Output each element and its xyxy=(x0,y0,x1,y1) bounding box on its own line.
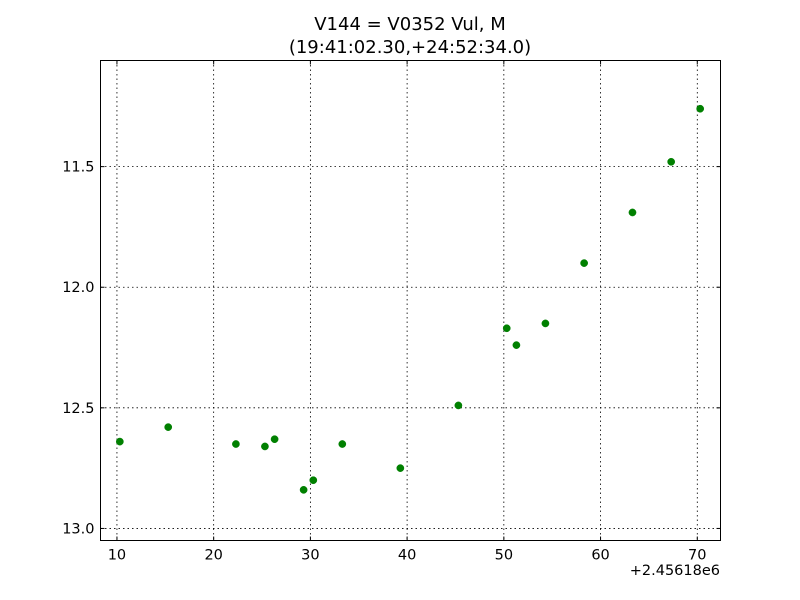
axis-ticks xyxy=(100,60,721,541)
data-points xyxy=(115,104,705,494)
x-tick-label: 10 xyxy=(108,548,126,564)
tick-labels: 10 20 30 40 50 60 70 11.5 12.0 12.5 13.0 xyxy=(62,160,706,564)
x-offset-label: +2.45618e6 xyxy=(630,563,720,579)
data-point xyxy=(580,259,588,267)
y-tick-label: 12.5 xyxy=(62,401,94,417)
data-point xyxy=(299,485,308,494)
data-point xyxy=(396,464,405,472)
y-tick-label: 11.5 xyxy=(62,160,94,176)
data-point xyxy=(261,442,269,451)
x-tick-label: 70 xyxy=(688,548,706,564)
data-point xyxy=(164,423,173,431)
data-point xyxy=(696,104,705,113)
data-point xyxy=(512,341,521,349)
data-point xyxy=(502,324,511,333)
data-point xyxy=(454,401,463,410)
data-point xyxy=(309,476,318,485)
data-point xyxy=(667,157,676,166)
y-tick-label: 13.0 xyxy=(62,521,94,537)
y-tick-label: 12.0 xyxy=(62,280,94,296)
x-tick-label: 60 xyxy=(591,548,609,564)
plot-frame xyxy=(100,60,721,541)
data-point xyxy=(338,440,347,448)
data-point xyxy=(270,435,279,444)
data-point xyxy=(628,208,637,217)
x-tick-label: 50 xyxy=(495,548,513,564)
data-point xyxy=(115,437,124,446)
x-tick-label: 30 xyxy=(301,548,319,564)
grid xyxy=(100,60,721,541)
chart-title-line2: (19:41:02.30,+24:52:34.0) xyxy=(289,37,531,58)
x-tick-label: 20 xyxy=(204,548,222,564)
chart-title-line1: V144 = V0352 Vul, M xyxy=(314,14,506,35)
data-point xyxy=(232,440,240,448)
x-tick-label: 40 xyxy=(398,548,416,564)
data-point xyxy=(541,319,550,328)
